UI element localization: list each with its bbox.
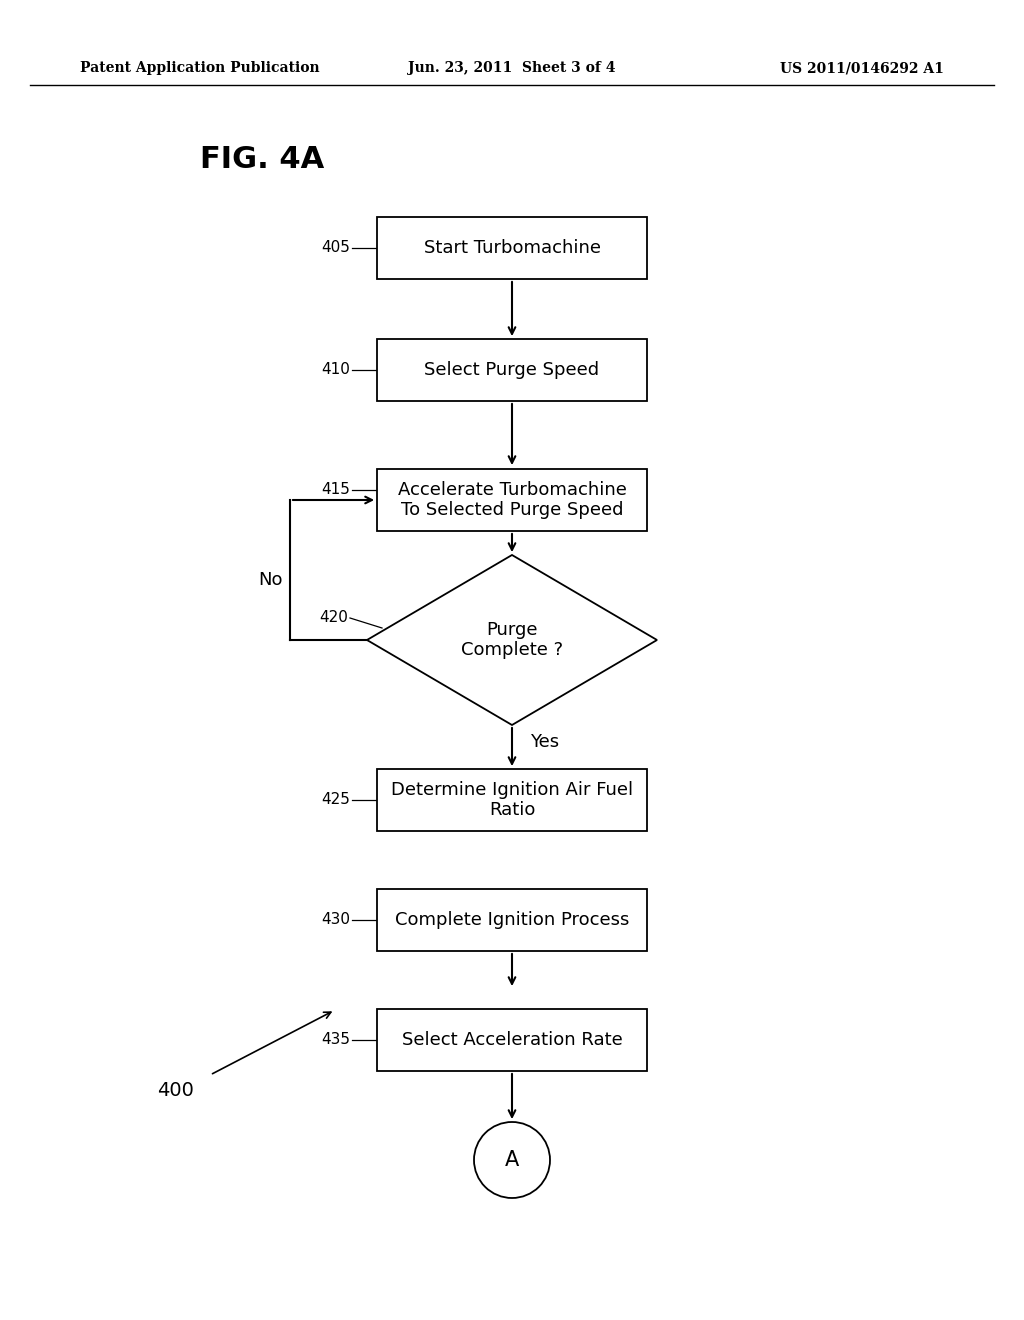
Text: Patent Application Publication: Patent Application Publication bbox=[80, 61, 319, 75]
Text: Start Turbomachine: Start Turbomachine bbox=[424, 239, 600, 257]
Text: Select Acceleration Rate: Select Acceleration Rate bbox=[401, 1031, 623, 1049]
Text: Determine Ignition Air Fuel
Ratio: Determine Ignition Air Fuel Ratio bbox=[391, 780, 633, 820]
Text: 400: 400 bbox=[157, 1081, 194, 1100]
Text: Jun. 23, 2011  Sheet 3 of 4: Jun. 23, 2011 Sheet 3 of 4 bbox=[409, 61, 615, 75]
Text: 425: 425 bbox=[322, 792, 350, 808]
Bar bbox=[377, 770, 647, 832]
Text: US 2011/0146292 A1: US 2011/0146292 A1 bbox=[780, 61, 944, 75]
Text: FIG. 4A: FIG. 4A bbox=[200, 145, 325, 174]
Bar bbox=[377, 339, 647, 401]
Text: 405: 405 bbox=[322, 240, 350, 256]
Text: 430: 430 bbox=[321, 912, 350, 928]
Text: 420: 420 bbox=[319, 610, 348, 626]
Polygon shape bbox=[367, 554, 657, 725]
Text: Accelerate Turbomachine
To Selected Purge Speed: Accelerate Turbomachine To Selected Purg… bbox=[397, 480, 627, 519]
Bar bbox=[377, 888, 647, 950]
Text: Purge
Complete ?: Purge Complete ? bbox=[461, 620, 563, 660]
Circle shape bbox=[474, 1122, 550, 1199]
Text: 435: 435 bbox=[321, 1032, 350, 1048]
Text: Select Purge Speed: Select Purge Speed bbox=[424, 360, 600, 379]
Text: 410: 410 bbox=[322, 363, 350, 378]
Text: No: No bbox=[258, 572, 283, 589]
Bar bbox=[377, 469, 647, 531]
Text: 415: 415 bbox=[322, 483, 350, 498]
Bar bbox=[377, 1008, 647, 1071]
Text: Complete Ignition Process: Complete Ignition Process bbox=[395, 911, 629, 929]
Bar bbox=[377, 216, 647, 279]
Text: Yes: Yes bbox=[530, 733, 559, 751]
Text: A: A bbox=[505, 1150, 519, 1170]
